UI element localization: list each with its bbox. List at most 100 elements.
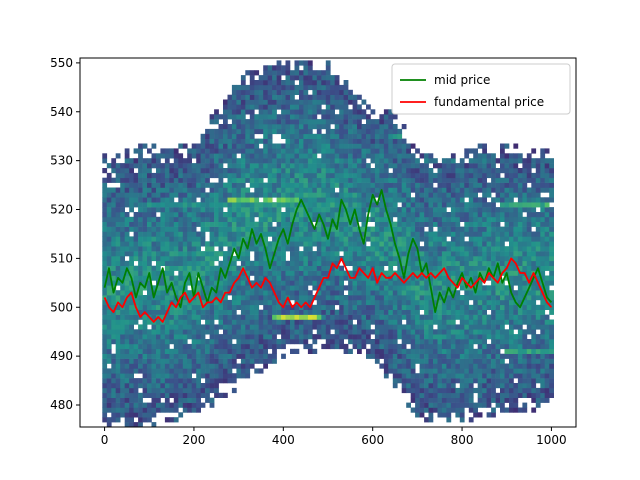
heatmap-cell xyxy=(401,246,407,252)
heatmap-cell xyxy=(352,295,358,301)
heatmap-cell xyxy=(294,251,300,257)
heatmap-cell xyxy=(133,148,139,154)
heatmap-cell xyxy=(379,265,385,271)
heatmap-cell xyxy=(218,192,224,198)
heatmap-cell xyxy=(196,358,201,364)
heatmap-cell xyxy=(245,251,251,257)
heatmap-cell xyxy=(191,402,197,408)
heatmap-cell xyxy=(321,343,327,350)
heatmap-cell xyxy=(147,207,152,213)
heatmap-cell xyxy=(459,314,465,320)
heatmap-cell xyxy=(227,246,233,252)
heatmap-cell xyxy=(464,212,470,218)
heatmap-cell xyxy=(138,299,143,306)
heatmap-cell xyxy=(164,260,170,266)
heatmap-cell xyxy=(231,343,237,350)
heatmap-cell xyxy=(200,265,206,271)
heatmap-cell xyxy=(249,104,255,110)
heatmap-cell xyxy=(231,172,237,179)
heatmap-cell xyxy=(388,207,394,213)
heatmap-cell xyxy=(406,285,411,291)
heatmap-cell xyxy=(164,343,170,350)
heatmap-cell xyxy=(263,104,268,110)
heatmap-cell xyxy=(517,207,523,213)
heatmap-cell xyxy=(441,407,447,413)
heatmap-cell xyxy=(169,221,175,227)
heatmap-cell xyxy=(272,172,277,179)
heatmap-cell xyxy=(397,216,403,222)
heatmap-cell xyxy=(124,226,130,232)
heatmap-cell xyxy=(334,148,340,154)
heatmap-cell xyxy=(249,75,255,81)
heatmap-cell xyxy=(410,378,416,384)
heatmap-cell xyxy=(214,353,219,359)
heatmap-cell xyxy=(410,202,416,208)
heatmap-cell xyxy=(209,231,215,237)
heatmap-cell xyxy=(316,119,322,125)
heatmap-cell xyxy=(205,339,210,345)
heatmap-cell xyxy=(129,158,134,164)
heatmap-cell xyxy=(482,275,487,281)
heatmap-cell xyxy=(129,163,134,169)
heatmap-cell xyxy=(357,251,362,257)
heatmap-cell xyxy=(477,182,483,188)
heatmap-cell xyxy=(223,187,228,193)
heatmap-cell xyxy=(441,304,447,310)
heatmap-cell xyxy=(357,290,362,296)
heatmap-cell xyxy=(500,402,505,408)
heatmap-cell xyxy=(209,119,215,125)
heatmap-cell xyxy=(424,270,429,276)
heatmap-cell xyxy=(214,275,219,281)
heatmap-cell xyxy=(379,246,385,252)
heatmap-cell xyxy=(383,197,389,203)
heatmap-cell xyxy=(482,392,487,398)
heatmap-cell xyxy=(276,231,282,237)
heatmap-cell xyxy=(446,172,452,179)
heatmap-cell xyxy=(272,207,277,213)
heatmap-cell xyxy=(200,182,206,188)
heatmap-cell xyxy=(129,255,134,262)
heatmap-cell xyxy=(124,153,130,159)
heatmap-cell xyxy=(156,319,161,325)
heatmap-cell xyxy=(517,339,523,345)
heatmap-cell xyxy=(348,260,353,266)
heatmap-cell xyxy=(160,304,166,310)
heatmap-cell xyxy=(254,163,260,169)
heatmap-cell xyxy=(459,207,465,213)
heatmap-cell xyxy=(495,158,501,164)
heatmap-cell xyxy=(231,275,237,281)
heatmap-cell xyxy=(482,172,487,179)
heatmap-cell xyxy=(352,236,358,242)
heatmap-cell xyxy=(406,216,411,222)
heatmap-cell xyxy=(272,212,277,218)
heatmap-cell xyxy=(258,299,264,306)
heatmap-cell xyxy=(263,348,268,354)
heatmap-cell xyxy=(428,319,434,325)
heatmap-cell xyxy=(424,241,429,247)
heatmap-cell xyxy=(142,353,148,359)
heatmap-cell xyxy=(473,407,478,413)
heatmap-cell xyxy=(316,172,322,179)
heatmap-cell xyxy=(223,295,228,301)
heatmap-cell xyxy=(504,383,510,389)
heatmap-cell xyxy=(178,236,184,242)
heatmap-cell xyxy=(285,329,291,335)
heatmap-cell xyxy=(223,153,228,159)
heatmap-cell xyxy=(191,378,197,384)
heatmap-cell xyxy=(129,304,134,310)
heatmap-cell xyxy=(517,251,523,257)
heatmap-cell xyxy=(446,407,452,413)
heatmap-cell xyxy=(468,343,474,350)
heatmap-cell xyxy=(187,314,192,320)
heatmap-cell xyxy=(133,221,139,227)
heatmap-cell xyxy=(290,216,295,222)
heatmap-cell xyxy=(258,104,264,110)
heatmap-cell xyxy=(263,65,268,71)
heatmap-cell xyxy=(182,319,188,325)
heatmap-cell xyxy=(290,148,295,154)
heatmap-cell xyxy=(106,407,112,413)
heatmap-cell xyxy=(111,168,117,174)
heatmap-cell xyxy=(276,172,282,179)
heatmap-cell xyxy=(307,246,313,252)
heatmap-cell xyxy=(191,387,197,394)
